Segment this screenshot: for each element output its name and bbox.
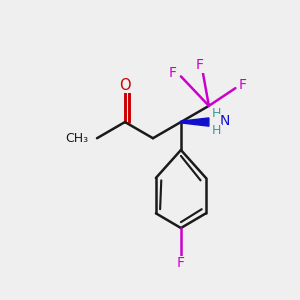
- Text: H: H: [212, 107, 221, 120]
- Text: H: H: [212, 124, 221, 137]
- Text: N: N: [219, 114, 230, 128]
- Polygon shape: [181, 118, 209, 126]
- Text: O: O: [119, 78, 131, 93]
- Text: F: F: [177, 256, 185, 270]
- Text: F: F: [196, 58, 204, 72]
- Text: F: F: [239, 78, 247, 92]
- Text: F: F: [169, 66, 177, 80]
- Text: CH₃: CH₃: [65, 132, 88, 145]
